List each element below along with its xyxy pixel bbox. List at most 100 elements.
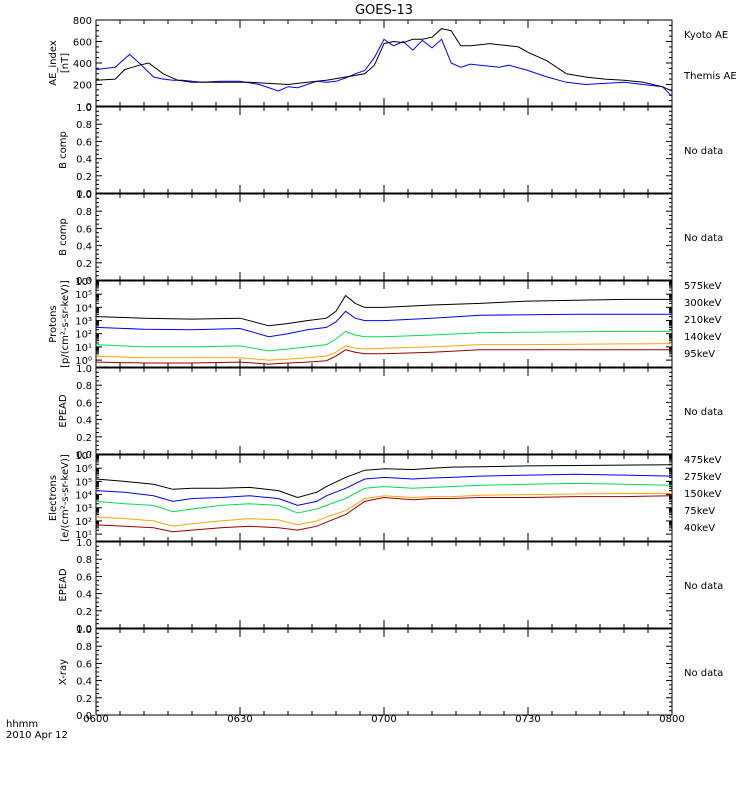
no-data-label: No data — [684, 581, 723, 592]
y-tick-label: 0.2 — [76, 433, 92, 444]
y-tick-label: 10⁵ — [75, 477, 92, 488]
y-axis-label: AE_index — [48, 40, 59, 86]
y-tick-label: 0.2 — [76, 259, 92, 270]
x-axis: 0600 0630 0700 0730 0800 — [83, 714, 684, 725]
panel-epead1: 0.0 0.2 0.4 0.6 0.8 1.0 EPEAD No data — [58, 364, 723, 461]
y-tick-label: 1.0 — [76, 538, 92, 549]
date-label: 2010 Apr 12 — [6, 730, 68, 741]
legend-entry: 40keV — [684, 523, 715, 534]
panel-frame — [95, 367, 673, 455]
y-tick-label: 10³ — [75, 504, 92, 515]
y-tick-label: 0.0 — [76, 189, 92, 200]
series-line-275kev — [95, 493, 672, 527]
y-tick-label: 10⁷ — [75, 451, 92, 462]
y-axis-label: [p/(cm²-s-sr-keV)] — [60, 280, 71, 368]
panel-frame — [95, 106, 673, 194]
panel-bcomp1: 0.0 0.2 0.4 0.6 0.8 1.0 B comp No data — [58, 103, 723, 200]
y-tick-label: 0.8 — [76, 381, 92, 392]
legend-entry: 140keV — [684, 332, 722, 343]
y-axis-label: [e/(cm²-s-sr-keV)] — [60, 454, 71, 542]
y-tick-label: 0.0 — [76, 450, 92, 461]
legend-entry: 75keV — [684, 506, 715, 517]
y-tick-label: 400 — [73, 59, 92, 70]
y-tick-label: 0.8 — [76, 555, 92, 566]
y-tick-label: 10¹ — [75, 343, 92, 354]
series-line-575kev — [95, 349, 672, 365]
y-tick-label: 800 — [73, 16, 92, 27]
panel-protons: 10⁰ 10¹ 10² 10³ 10⁴ 10⁵ 10⁶ Protons [p/(cm²-s-sr… — [48, 277, 722, 368]
y-tick-label: 0.4 — [76, 242, 92, 253]
y-tick-label: 600 — [73, 38, 92, 49]
y-tick-label: 10³ — [75, 317, 92, 328]
y-tick-label: 1.0 — [76, 103, 92, 114]
y-tick-label: 10⁰ — [75, 356, 92, 367]
y-tick-label: 0.8 — [76, 120, 92, 131]
y-tick-label: 0.6 — [76, 398, 92, 409]
y-tick-label: 0.6 — [76, 572, 92, 583]
y-axis-label: Electrons — [48, 475, 59, 521]
y-tick-label: 0.4 — [76, 590, 92, 601]
legend-entry: 575keV — [684, 281, 722, 292]
y-tick-label: 10⁶ — [75, 277, 92, 288]
y-tick-label: 0.6 — [76, 137, 92, 148]
series-line-themis-ae — [95, 28, 673, 92]
no-data-label: No data — [684, 668, 723, 679]
y-tick-label: 0.4 — [76, 416, 92, 427]
y-tick-label: 200 — [73, 81, 92, 92]
y-tick-label: 10¹ — [75, 530, 92, 541]
y-axis-label: Protons — [48, 305, 59, 342]
y-tick-label: 0.8 — [76, 207, 92, 218]
legend-entry: Kyoto AE — [684, 30, 728, 41]
series-line-kyoto-ae — [95, 38, 673, 97]
series-line-40kev — [95, 464, 673, 499]
y-tick-label: 10² — [75, 517, 92, 528]
y-tick-label: 0.2 — [76, 172, 92, 183]
y-tick-label: 0.6 — [76, 659, 92, 670]
panel-frame — [95, 628, 673, 716]
x-tick-label: 0630 — [227, 714, 252, 725]
y-tick-label: 0.0 — [76, 276, 92, 287]
legend-entry: 300keV — [684, 298, 722, 309]
panel-bcomp2: 0.0 0.2 0.4 0.6 0.8 1.0 B comp No data — [58, 190, 723, 287]
x-tick-label: 0700 — [371, 714, 396, 725]
y-axis-label: B comp — [58, 218, 69, 256]
y-tick-label: 10⁵ — [75, 290, 92, 301]
y-tick-label: 10⁴ — [75, 303, 92, 314]
x-tick-label: 0730 — [515, 714, 540, 725]
panels: 0 200 400 600 800 AE_index [nT] Kyoto AE Themis … — [48, 16, 737, 722]
legend-entry: 150keV — [684, 489, 722, 500]
x-label: hhmm — [6, 719, 38, 730]
legend-entry: 475keV — [684, 455, 722, 466]
y-tick-label: 1.0 — [76, 364, 92, 375]
no-data-label: No data — [684, 146, 723, 157]
x-tick-label: 0600 — [83, 714, 108, 725]
legend-entry: 210keV — [684, 315, 722, 326]
panel-frame — [95, 541, 673, 629]
x-tick-label: 0800 — [659, 714, 684, 725]
series-line-475kev — [95, 495, 673, 533]
y-tick-label: 0.2 — [76, 694, 92, 705]
panel-frame — [95, 193, 673, 281]
y-axis-label: EPEAD — [58, 568, 69, 602]
legend-entry: 275keV — [684, 472, 722, 483]
y-axis-label: X-ray — [58, 659, 69, 685]
panel-electrons: 10¹ 10² 10³ 10⁴ 10⁵ 10⁶ 10⁷ Electrons [e/(cm²-s-… — [48, 451, 722, 542]
y-tick-label: 0.2 — [76, 607, 92, 618]
panel-frame — [95, 19, 673, 107]
y-tick-label: 10⁴ — [75, 491, 92, 502]
y-axis-label: B comp — [58, 131, 69, 169]
y-tick-label: 1.0 — [76, 190, 92, 201]
legend-entry: 95keV — [684, 349, 715, 360]
series-line-210kev — [95, 330, 672, 352]
panel-ae: 0 200 400 600 800 AE_index [nT] Kyoto AE Themis … — [48, 16, 737, 113]
y-axis-label: EPEAD — [58, 394, 69, 428]
y-tick-label: 0 — [86, 102, 92, 113]
series-line-95kev — [95, 294, 672, 327]
panel-epead2: 0.0 0.2 0.4 0.6 0.8 1.0 EPEAD No data — [58, 538, 723, 635]
no-data-label: No data — [684, 233, 723, 244]
no-data-label: No data — [684, 407, 723, 418]
panel-xray: 0.0 0.2 0.4 0.6 0.8 1.0 X-ray No data — [58, 625, 723, 722]
y-tick-label: 1.0 — [76, 625, 92, 636]
y-axis-label: [nT] — [60, 53, 71, 73]
